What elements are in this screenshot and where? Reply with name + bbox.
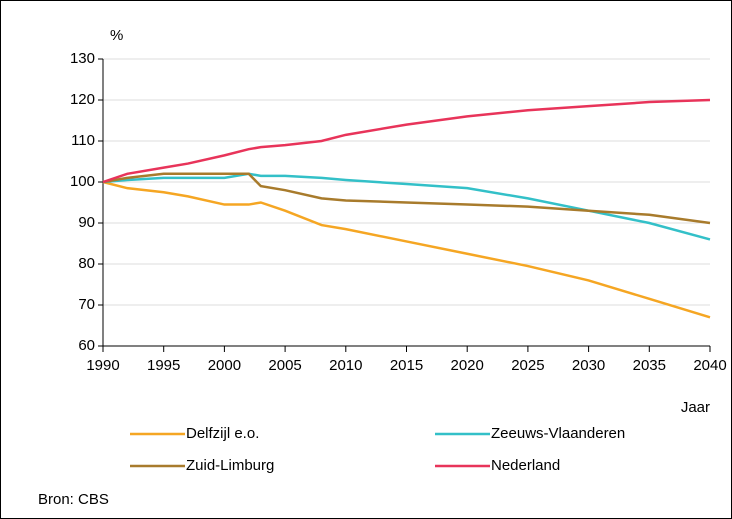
x-tick-label: 2020: [451, 357, 484, 374]
y-tick-label: 70: [78, 296, 95, 313]
y-tick-label: 130: [70, 50, 95, 67]
x-tick-label: 1995: [147, 357, 180, 374]
y-tick-label: 120: [70, 91, 95, 108]
x-tick-label: 2030: [572, 357, 605, 374]
x-tick-label: 2010: [329, 357, 362, 374]
x-tick-label: 2025: [511, 357, 544, 374]
series-line: [102, 172, 711, 241]
y-tick-label: 110: [71, 132, 95, 149]
legend-label: Zeeuws-Vlaanderen: [491, 425, 625, 442]
x-tick-label: 2005: [268, 357, 301, 374]
x-tick-label: 2015: [390, 357, 423, 374]
series-line: [102, 180, 711, 319]
legend-label: Nederland: [491, 457, 560, 474]
y-tick-label: 90: [78, 214, 95, 231]
source: Bron: CBS: [38, 491, 109, 508]
x-tick-label: 2035: [633, 357, 666, 374]
legend-label: Zuid-Limburg: [186, 457, 274, 474]
x-axis-label: Jaar: [681, 399, 710, 416]
x-tick-label: 2000: [208, 357, 241, 374]
series-line: [102, 172, 711, 225]
y-tick-label: 100: [70, 173, 95, 190]
x-tick-label: 1990: [86, 357, 119, 374]
x-tick-label: 2040: [693, 357, 726, 374]
series-line: [102, 98, 711, 184]
y-axis-label: %: [110, 27, 123, 44]
y-tick-label: 60: [78, 337, 95, 354]
legend-label: Delfzijl e.o.: [186, 425, 259, 442]
y-tick-label: 80: [78, 255, 95, 272]
